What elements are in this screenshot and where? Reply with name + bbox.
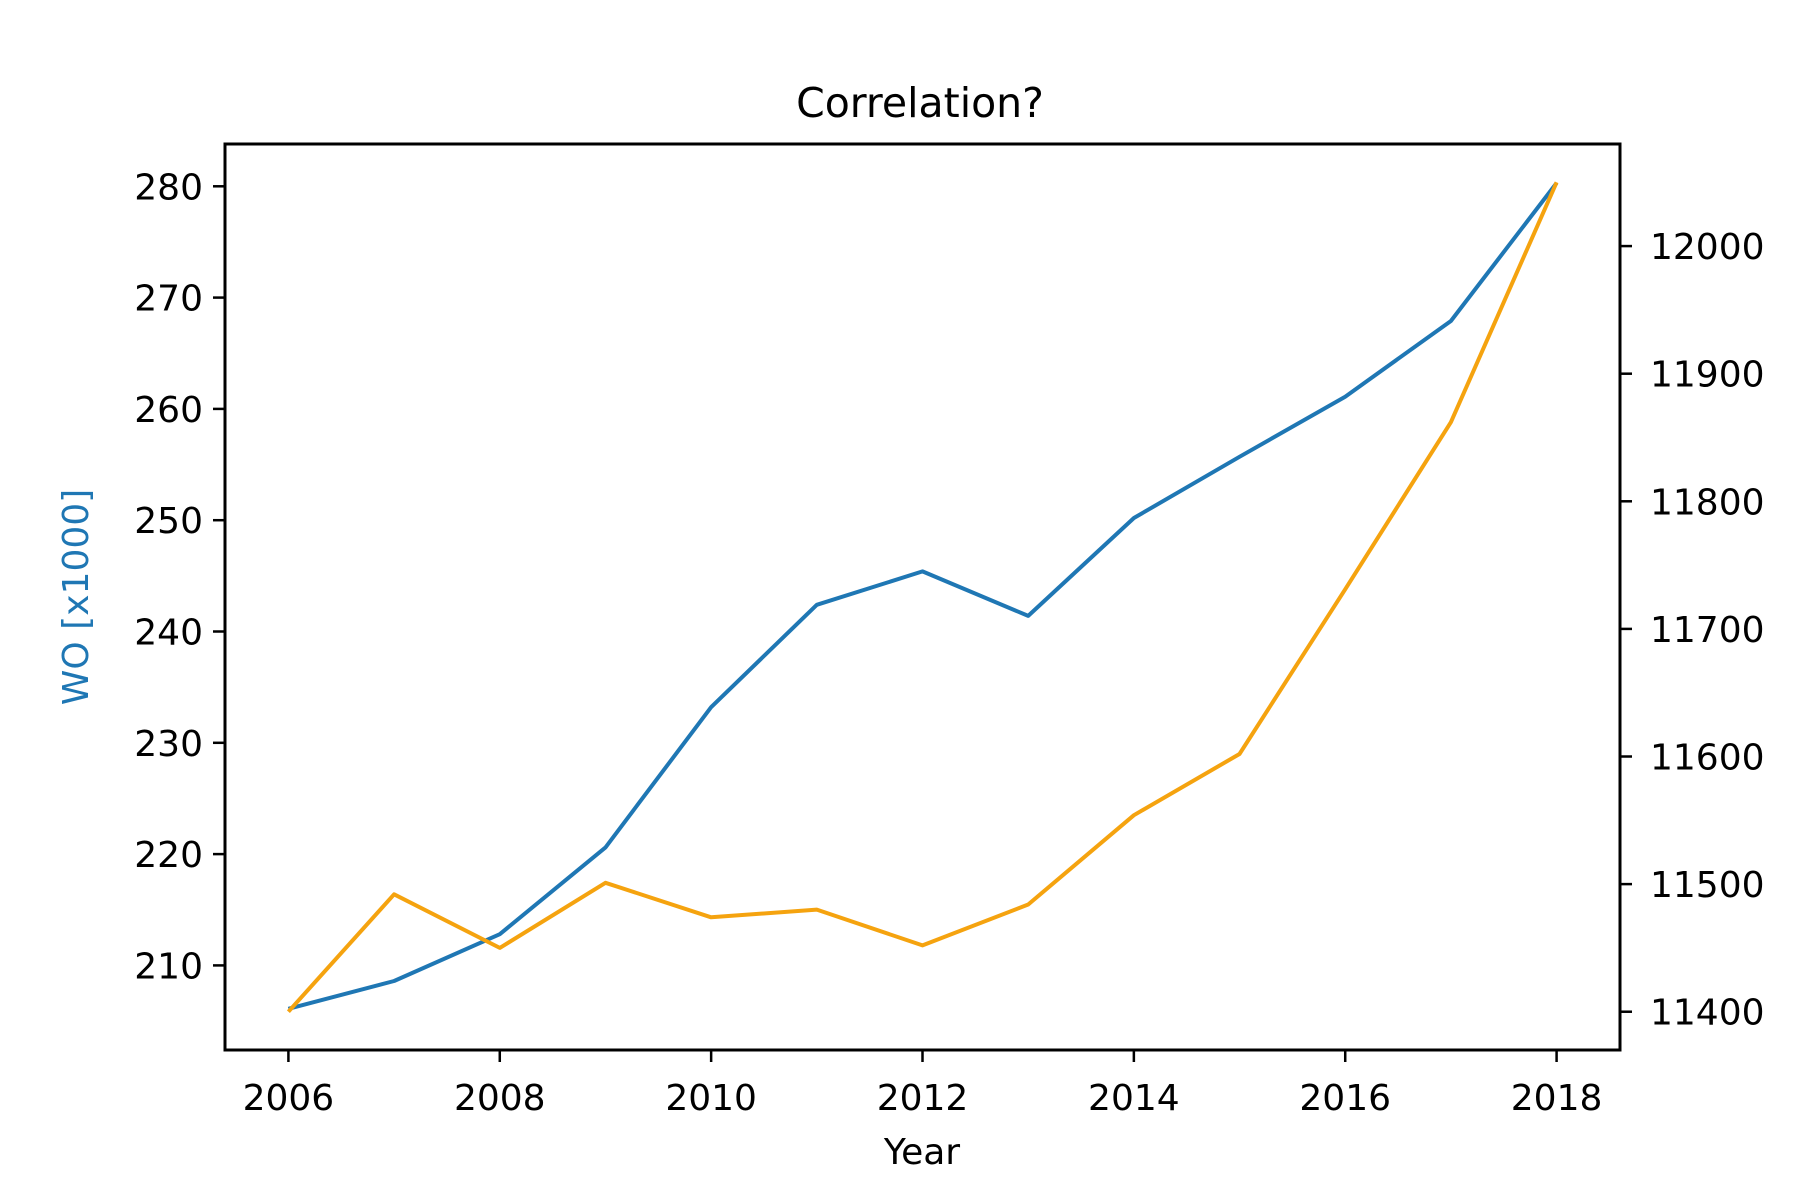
y-axis-left: 210 220 230 240 250 260 270 280 [134, 167, 225, 987]
plot-area [286, 181, 1559, 1014]
chart-title: Correlation? [796, 79, 1044, 127]
y-left-tick-label: 220 [134, 835, 203, 876]
series-right-line [286, 181, 1559, 1014]
y-right-tick-label: 11400 [1650, 993, 1765, 1034]
y-right-tick-label: 12000 [1650, 227, 1765, 268]
x-tick-label: 2018 [1511, 1078, 1603, 1119]
y-axis-right: 11400 11500 11600 11700 11800 11900 12000 [1620, 227, 1765, 1034]
y-right-tick-label: 11600 [1650, 738, 1765, 779]
y-axis-left-label: WO [x1000] [56, 489, 97, 705]
y-left-tick-label: 260 [134, 390, 203, 431]
plot-frame [223, 142, 1622, 1052]
x-tick-label: 2016 [1299, 1078, 1391, 1119]
y-left-tick-label: 250 [134, 501, 203, 542]
x-axis-label: Year [883, 1132, 960, 1173]
x-axis: 2006 2008 2010 2012 2014 2016 2018 [243, 1050, 1603, 1119]
y-right-tick-label: 11700 [1650, 610, 1765, 651]
y-right-tick-label: 11900 [1650, 355, 1765, 396]
y-right-tick-label: 11500 [1650, 865, 1765, 906]
y-right-tick-label: 11800 [1650, 482, 1765, 523]
x-tick-label: 2012 [877, 1078, 969, 1119]
x-tick-label: 2006 [243, 1078, 335, 1119]
y-left-tick-label: 230 [134, 724, 203, 765]
y-left-tick-label: 280 [134, 167, 203, 208]
x-tick-label: 2014 [1088, 1078, 1180, 1119]
y-left-tick-label: 270 [134, 279, 203, 320]
x-tick-label: 2008 [454, 1078, 546, 1119]
x-tick-label: 2010 [665, 1078, 757, 1119]
y-left-tick-label: 210 [134, 946, 203, 987]
y-left-tick-label: 240 [134, 613, 203, 654]
series-left-line [287, 181, 1559, 1011]
